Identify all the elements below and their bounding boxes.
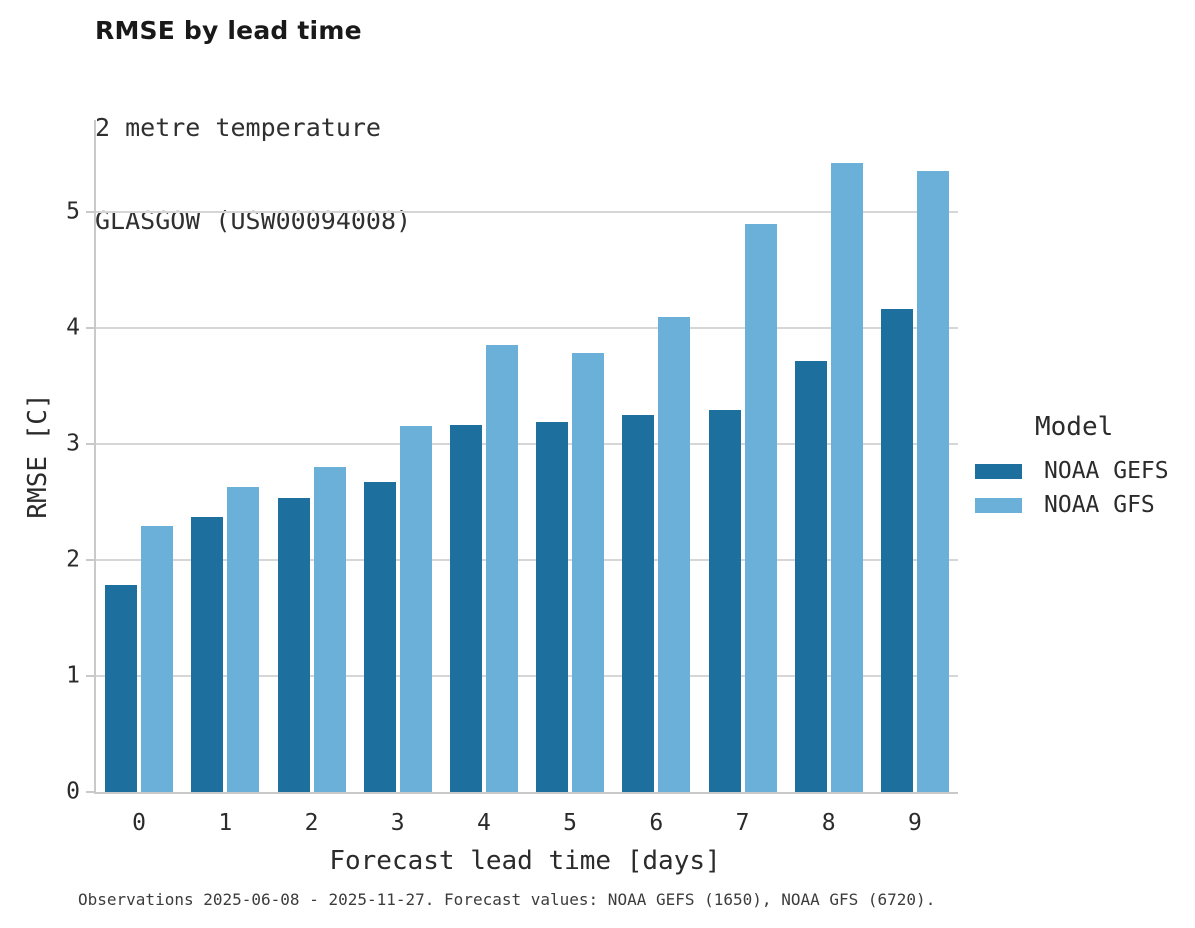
gridline-y-4 [96, 326, 958, 329]
legend-label-noaa-gfs: NOAA GFS [1044, 492, 1155, 518]
bar-noaa-gefs-day-5 [536, 421, 569, 792]
y-tick-mark-5 [86, 210, 94, 213]
bar-noaa-gefs-day-8 [794, 361, 827, 792]
footer-caption: Observations 2025-06-08 - 2025-11-27. Fo… [78, 890, 936, 909]
x-tick-label-2: 2 [304, 810, 319, 836]
bar-noaa-gefs-day-7 [708, 410, 741, 792]
y-tick-mark-1 [86, 674, 94, 677]
legend-title: Model [1035, 412, 1114, 442]
x-tick-label-0: 0 [132, 810, 147, 836]
y-tick-label-5: 5 [66, 198, 80, 225]
x-tick-label-7: 7 [735, 810, 750, 836]
y-axis-title: RMSE [C] [23, 393, 53, 519]
gridline-y-1 [96, 674, 958, 677]
bar-noaa-gfs-day-9 [916, 171, 949, 792]
bar-noaa-gfs-day-2 [313, 467, 346, 792]
bar-noaa-gfs-day-6 [658, 317, 691, 792]
legend-swatch-noaa-gfs [975, 497, 1022, 513]
bar-noaa-gfs-day-5 [572, 353, 605, 792]
legend-swatch-noaa-gefs [975, 463, 1022, 479]
bar-noaa-gfs-day-8 [830, 162, 863, 792]
legend: Model NOAA GEFS NOAA GFS [975, 412, 1169, 522]
plot-area: 0 1 2 3 4 5 0 1 2 3 4 5 6 7 8 9 [66, 120, 958, 835]
chart-title: RMSE by lead time [95, 16, 362, 45]
legend-label-noaa-gefs: NOAA GEFS [1044, 458, 1169, 484]
bar-noaa-gfs-day-7 [744, 224, 777, 792]
x-tick-label-8: 8 [821, 810, 836, 836]
bar-noaa-gefs-day-9 [880, 309, 913, 792]
x-tick-label-1: 1 [218, 810, 233, 836]
bar-noaa-gfs-day-1 [227, 486, 260, 792]
x-tick-label-3: 3 [390, 810, 405, 836]
y-tick-label-4: 4 [66, 314, 80, 341]
y-tick-mark-0 [86, 791, 94, 793]
x-tick-label-6: 6 [649, 810, 664, 836]
bar-noaa-gfs-day-0 [141, 526, 174, 792]
y-tick-label-1: 1 [66, 662, 80, 689]
x-tick-label-5: 5 [563, 810, 578, 836]
y-tick-label-2: 2 [66, 546, 80, 573]
bar-noaa-gefs-day-3 [363, 482, 396, 792]
bar-noaa-gefs-day-6 [622, 414, 655, 792]
x-tick-label-9: 9 [907, 810, 922, 836]
y-tick-mark-4 [86, 326, 94, 329]
y-tick-label-0: 0 [66, 778, 80, 805]
gridline-y-5 [96, 210, 958, 213]
bar-noaa-gfs-day-4 [485, 345, 518, 792]
gridline-y-2 [96, 558, 958, 561]
y-tick-mark-2 [86, 558, 94, 561]
bar-noaa-gefs-day-0 [105, 585, 138, 792]
y-tick-mark-3 [86, 442, 94, 445]
y-tick-label-3: 3 [66, 430, 80, 457]
legend-entry-noaa-gefs: NOAA GEFS [975, 454, 1169, 488]
legend-entry-noaa-gfs: NOAA GFS [975, 488, 1169, 522]
gridline-y-3 [96, 442, 958, 445]
bar-noaa-gefs-day-1 [191, 516, 224, 792]
bar-noaa-gefs-day-2 [277, 498, 310, 792]
bar-noaa-gfs-day-3 [399, 426, 432, 792]
chart-subtitle-line-1: 2 metre temperature [95, 113, 381, 142]
bar-noaa-gefs-day-4 [449, 425, 482, 792]
x-axis-title: Forecast lead time [days] [329, 846, 721, 876]
x-tick-label-4: 4 [476, 810, 491, 836]
